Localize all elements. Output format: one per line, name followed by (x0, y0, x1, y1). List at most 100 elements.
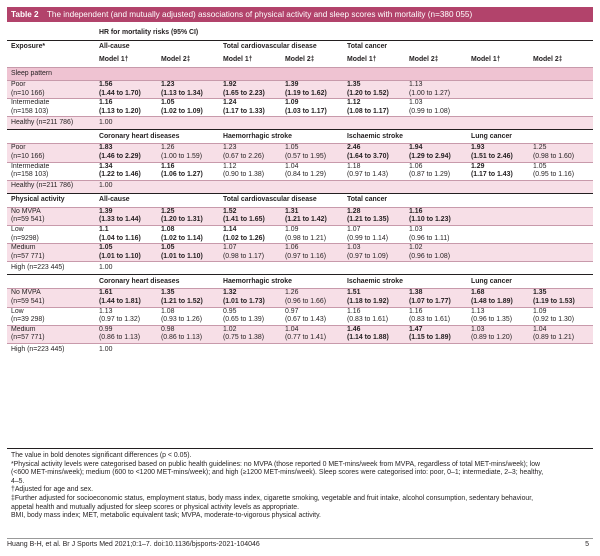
hr-ci: (1.00 to 1.59) (161, 152, 202, 160)
row-n: (n=10 166) (11, 89, 45, 97)
hr-estimate: 1.26 (285, 289, 299, 297)
hr-ci: (1.64 to 3.70) (347, 152, 389, 160)
row-label: Intermediate (11, 99, 50, 107)
hr-estimate: 1.04 (533, 325, 547, 333)
hr-ci: (1.18 to 1.92) (347, 297, 389, 305)
hr-estimate: 1.52 (223, 207, 237, 215)
model2-header: Model 2‡ (409, 56, 439, 64)
hr-estimate: 1.05 (533, 162, 547, 170)
hr-cell: 1.32 (1.01 to 1.73) (219, 288, 281, 307)
row-n: (n=158 103) (11, 171, 49, 179)
model1-header: Model 1† (347, 56, 377, 64)
table-row: Low (n=9298) 1.1 (1.04 to 1.16) 1.08 (1.02 to… (7, 224, 594, 244)
hr-ci: (1.01 to 1.10) (99, 252, 141, 260)
outcome-header: Haemorrhagic stroke (219, 129, 343, 144)
hr-estimate: 1.23 (161, 81, 175, 88)
hr-ci: (0.57 to 1.95) (285, 152, 326, 160)
hr-cell: 1.39 (1.33 to 1.44) (95, 206, 157, 226)
hr-estimate: 1.12 (223, 162, 237, 170)
hr-estimate: 1.93 (471, 144, 485, 152)
hr-cell: 1.03 (0.89 to 1.20) (467, 324, 529, 344)
hr-ci: (1.10 to 1.23) (409, 216, 451, 224)
hr-cell: 1.06 (0.97 to 1.16) (281, 243, 343, 262)
hr-estimate: 1.04 (285, 162, 299, 170)
outcome-header: All-cause (95, 192, 219, 208)
hr-estimate: 1.25 (161, 207, 175, 215)
hr-ci: (1.19 to 1.62) (285, 89, 327, 97)
table-title-bar: Table 2 The independent (and mutually ad… (7, 7, 593, 22)
row-label-cell: Intermediate (n=158 103) (7, 161, 95, 181)
hr-cell: 1.08 (1.02 to 1.14) (157, 224, 219, 244)
hr-ci: (0.96 to 1.08) (409, 252, 450, 260)
hr-estimate: 1.02 (223, 325, 237, 333)
hr-ci: (0.96 to 1.11) (409, 234, 450, 242)
reference-value: 1.00 (95, 261, 594, 275)
hr-estimate: 0.97 (285, 307, 299, 315)
hr-estimate: 1.05 (285, 144, 299, 152)
hr-ci: (0.84 to 1.29) (285, 171, 326, 179)
hr-cell: 1.03 (0.96 to 1.11) (405, 224, 467, 244)
hr-cell: 1.16 (1.10 to 1.23) (405, 206, 467, 226)
hr-estimate: 1.16 (409, 207, 423, 215)
hr-estimate: 1.03 (409, 99, 423, 107)
row-label-cell: Poor (n=10 166) (7, 79, 95, 99)
hr-estimate: 1.18 (347, 162, 361, 170)
row-label: Poor (11, 81, 26, 88)
hr-estimate: 1.09 (285, 225, 299, 233)
hr-cell: 1.51 (1.18 to 1.92) (343, 288, 405, 307)
row-label-cell: Medium (n=57 771) (7, 243, 95, 262)
blank-cell (7, 27, 95, 41)
hr-cell: 1.35 (1.19 to 1.53) (529, 288, 594, 307)
hr-cell: 1.28 (1.21 to 1.35) (343, 206, 405, 226)
row-label: No MVPA (11, 289, 41, 297)
hr-cell: 1.92 (1.65 to 2.23) (219, 79, 281, 99)
hr-estimate: 1.13 (409, 81, 423, 88)
hr-cell: 0.99 (0.86 to 1.13) (95, 324, 157, 344)
table-row: Low (n=39 298) 1.13 (0.97 to 1.32) 1.08 (0.93… (7, 306, 594, 326)
hr-estimate: 1.12 (347, 99, 361, 107)
hr-ci: (0.75 to 1.38) (223, 334, 264, 342)
hr-cell (467, 98, 529, 117)
footnote-line: †Adjusted for age and sex. (11, 486, 93, 494)
hr-header-row: HR for mortality risks (95% CI) (7, 27, 593, 41)
hr-cell: 1.16 (0.83 to 1.61) (405, 306, 467, 326)
hr-ci: (0.98 to 1.21) (285, 234, 326, 242)
row-label-cell: Medium (n=57 771) (7, 324, 95, 344)
outcome-header: Coronary heart diseases (95, 129, 219, 144)
hr-header: HR for mortality risks (95% CI) (99, 29, 199, 37)
hr-ci: (1.01 to 1.73) (223, 297, 265, 305)
section-header-row: Coronary heart diseases Haemorrhagic stro… (7, 274, 594, 289)
footnote-line: (<600 MET-mins/week); medium (600 to <12… (11, 469, 544, 477)
reference-row: Healthy (n=211 786) 1.00 (7, 116, 594, 130)
hr-estimate: 1.28 (347, 207, 361, 215)
hr-cell: 1.14 (1.02 to 1.26) (219, 224, 281, 244)
citation: Huang B-H, et al. Br J Sports Med 2021;0… (7, 541, 260, 548)
hr-cell: 1.05 (0.57 to 1.95) (281, 143, 343, 163)
hr-ci: (0.98 to 1.60) (533, 152, 574, 160)
hr-ci: (1.29 to 2.94) (409, 152, 451, 160)
row-label-cell: No MVPA (n=59 541) (7, 206, 95, 226)
hr-cell: 1.05 (1.01 to 1.10) (95, 243, 157, 262)
hr-estimate: 1.16 (99, 99, 113, 107)
hr-ci: (1.02 to 1.09) (161, 107, 203, 115)
hr-ci: (1.21 to 1.42) (285, 216, 327, 224)
hr-cell: 0.95 (0.65 to 1.39) (219, 306, 281, 326)
hr-cell: 1.31 (1.21 to 1.42) (281, 206, 343, 226)
row-n: (n=59 541) (11, 297, 45, 305)
hr-estimate: 1.1 (99, 225, 109, 233)
hr-ci: (0.90 to 1.38) (223, 171, 264, 179)
hr-cell: 1.02 (0.96 to 1.08) (405, 243, 467, 262)
model1-header: Model 1† (223, 56, 253, 64)
table-row: No MVPA (n=59 541) 1.61 (1.44 to 1.81) 1.35(… (7, 288, 594, 307)
outcome-header: Total cancer (343, 40, 467, 54)
hr-ci: (1.33 to 1.44) (99, 216, 141, 224)
hr-cell: 1.09 (0.92 to 1.30) (529, 306, 594, 326)
blank-cell (7, 54, 95, 68)
section-header-row: Exposure* All-cause Total cardiovascular d… (7, 40, 594, 54)
hr-estimate: 1.08 (161, 307, 175, 315)
hr-cell: 1.13 (1.00 to 1.27) (405, 79, 467, 99)
row-n: (n=158 103) (11, 107, 49, 115)
hr-ci: (1.13 to 1.20) (99, 107, 141, 115)
outcome-header: Total cancer (343, 192, 467, 208)
hr-ci: (1.04 to 1.16) (99, 234, 141, 242)
